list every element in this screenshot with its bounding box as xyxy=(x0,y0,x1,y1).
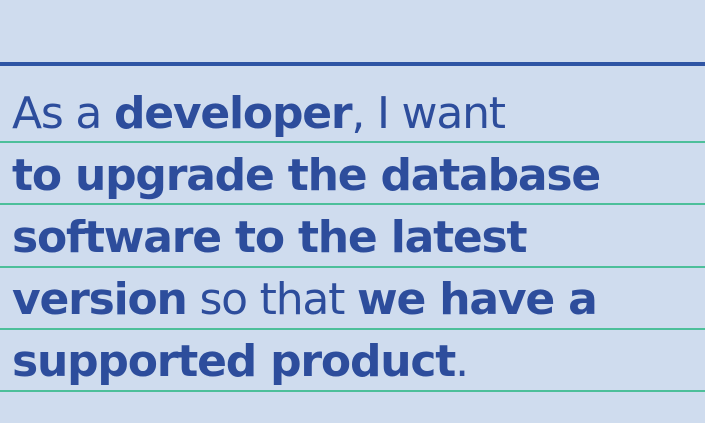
story-benefit-part-2: supported product xyxy=(12,336,456,387)
story-line-1-prefix: As a xyxy=(12,88,114,139)
story-goal-part-2: software to the latest xyxy=(12,212,528,263)
card-header-rule xyxy=(0,62,705,66)
story-goal-part-3: version xyxy=(12,274,188,325)
ruled-line xyxy=(0,390,705,392)
ruled-line xyxy=(0,328,705,330)
story-line-1-suffix: , I want xyxy=(351,88,506,139)
story-line-2: to upgrade the database xyxy=(12,148,702,204)
story-role: developer xyxy=(113,88,353,139)
ruled-line xyxy=(0,203,705,205)
ruled-line xyxy=(0,266,705,268)
story-line-3: software to the latest xyxy=(12,210,702,266)
story-goal-part-1: to upgrade the database xyxy=(12,150,601,201)
story-line-5: supported product. xyxy=(12,334,702,390)
story-benefit-part-1: we have a xyxy=(357,274,598,325)
story-connector: so that xyxy=(186,274,358,325)
story-line-1: As a developer, I want xyxy=(12,86,702,142)
story-line-4: version so that we have a xyxy=(12,272,702,328)
ruled-line xyxy=(0,141,705,143)
story-period: . xyxy=(455,336,469,387)
